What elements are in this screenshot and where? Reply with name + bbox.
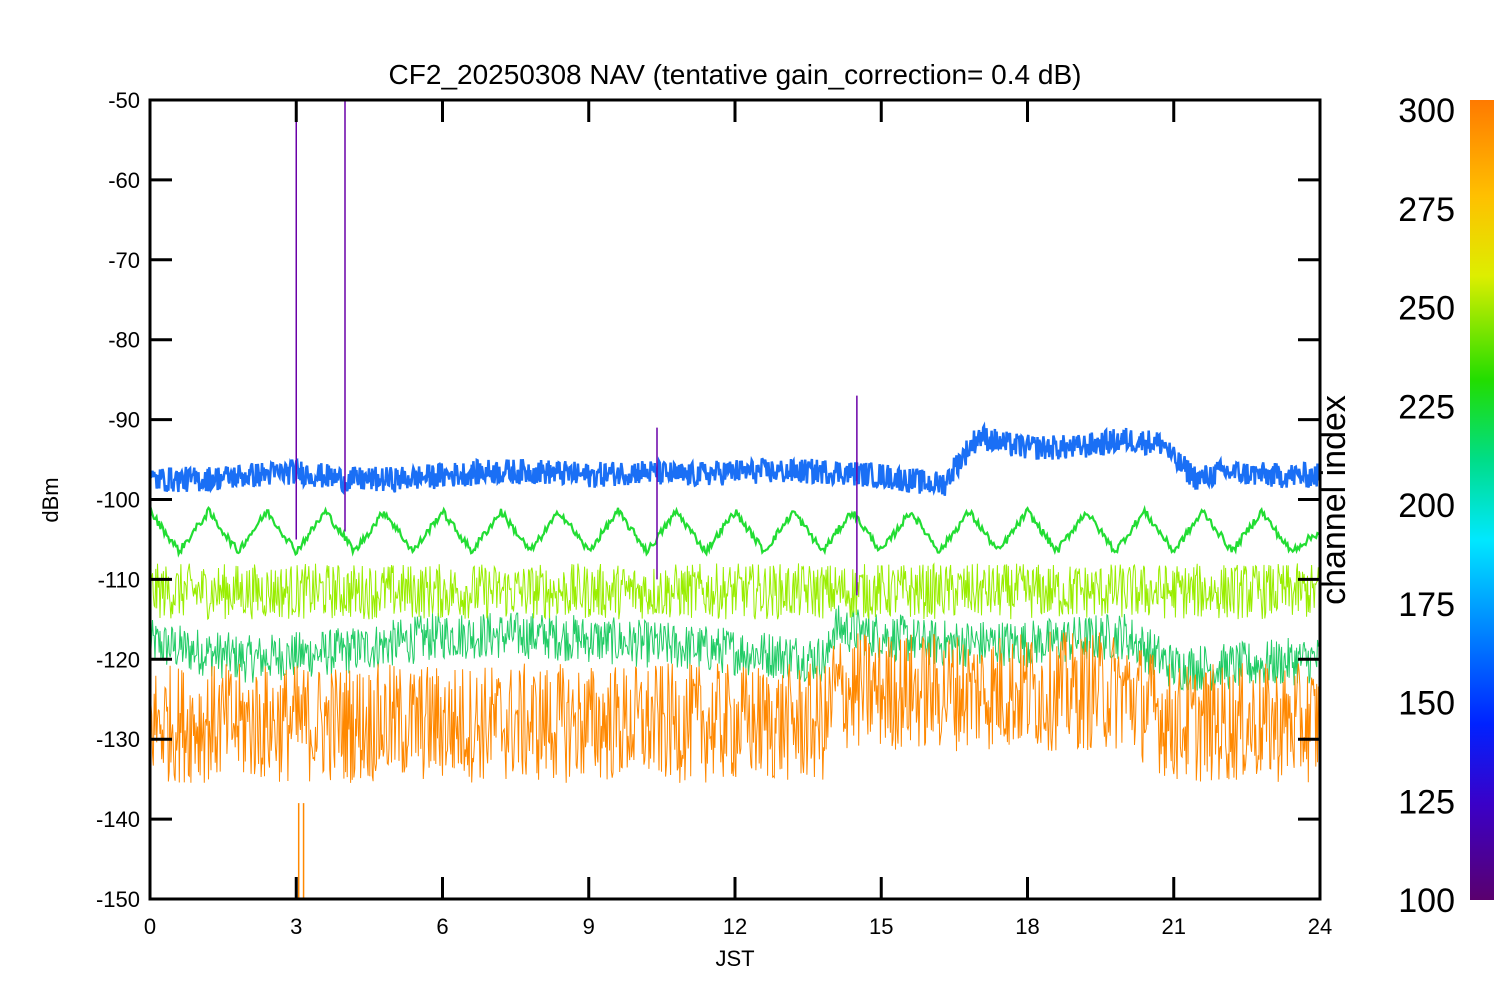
x-tick-label: 0 (144, 914, 156, 939)
colorbar: 300 275 250 225 200 175 150 125 100 channel inde… (1315, 92, 1494, 920)
plot-area (148, 98, 1322, 901)
colorbar-tick-label: 275 (1398, 191, 1455, 229)
x-tick-label: 24 (1308, 914, 1332, 939)
colorbar-tick-label: 200 (1398, 487, 1455, 525)
chart-title: CF2_20250308 NAV (tentative gain_correct… (389, 59, 1082, 90)
x-tick-label: 3 (290, 914, 302, 939)
series-line (150, 504, 1320, 558)
colorbar-title: channel index (1315, 395, 1353, 605)
colorbar-gradient (1470, 100, 1494, 900)
y-tick-label: -60 (108, 168, 140, 193)
y-tick-label: -90 (108, 408, 140, 433)
x-tick-label: 12 (723, 914, 747, 939)
y-tick-label: -150 (96, 887, 140, 912)
series-line (150, 421, 1320, 496)
y-tick-label: -140 (96, 807, 140, 832)
y-tick-label: -120 (96, 647, 140, 672)
colorbar-tick-label: 250 (1398, 290, 1455, 328)
series-layer (150, 100, 1320, 899)
colorbar-tick-label: 300 (1398, 92, 1455, 130)
x-tick-label: 9 (583, 914, 595, 939)
series-line (150, 562, 1320, 621)
x-tick-label: 6 (436, 914, 448, 939)
y-tick-label: -80 (108, 328, 140, 353)
x-axis: 0 3 6 9 12 15 18 21 24 (144, 100, 1332, 939)
y-tick-label: -110 (98, 567, 140, 592)
x-tick-label: 18 (1015, 914, 1039, 939)
series-line (150, 605, 1320, 691)
y-axis-title: dBm (38, 477, 63, 522)
colorbar-ticks: 300 275 250 225 200 175 150 125 100 (1398, 92, 1455, 920)
colorbar-tick-label: 225 (1398, 388, 1455, 426)
colorbar-tick-label: 175 (1398, 586, 1455, 624)
y-tick-label: -50 (108, 88, 140, 113)
y-tick-label: -100 (96, 488, 140, 513)
x-axis-title: JST (715, 946, 754, 971)
y-tick-label: -70 (108, 248, 140, 273)
colorbar-tick-label: 150 (1398, 685, 1455, 723)
colorbar-tick-label: 100 (1398, 882, 1455, 920)
series-line (150, 631, 1320, 783)
y-tick-label: -130 (96, 727, 140, 752)
y-axis: -50 -60 -70 -80 -90 -100 -110 -120 -130 -140 -150 (96, 88, 1320, 912)
colorbar-tick-label: 125 (1398, 783, 1455, 821)
plot-frame (148, 98, 1322, 901)
x-tick-label: 21 (1162, 914, 1186, 939)
x-tick-label: 15 (869, 914, 893, 939)
